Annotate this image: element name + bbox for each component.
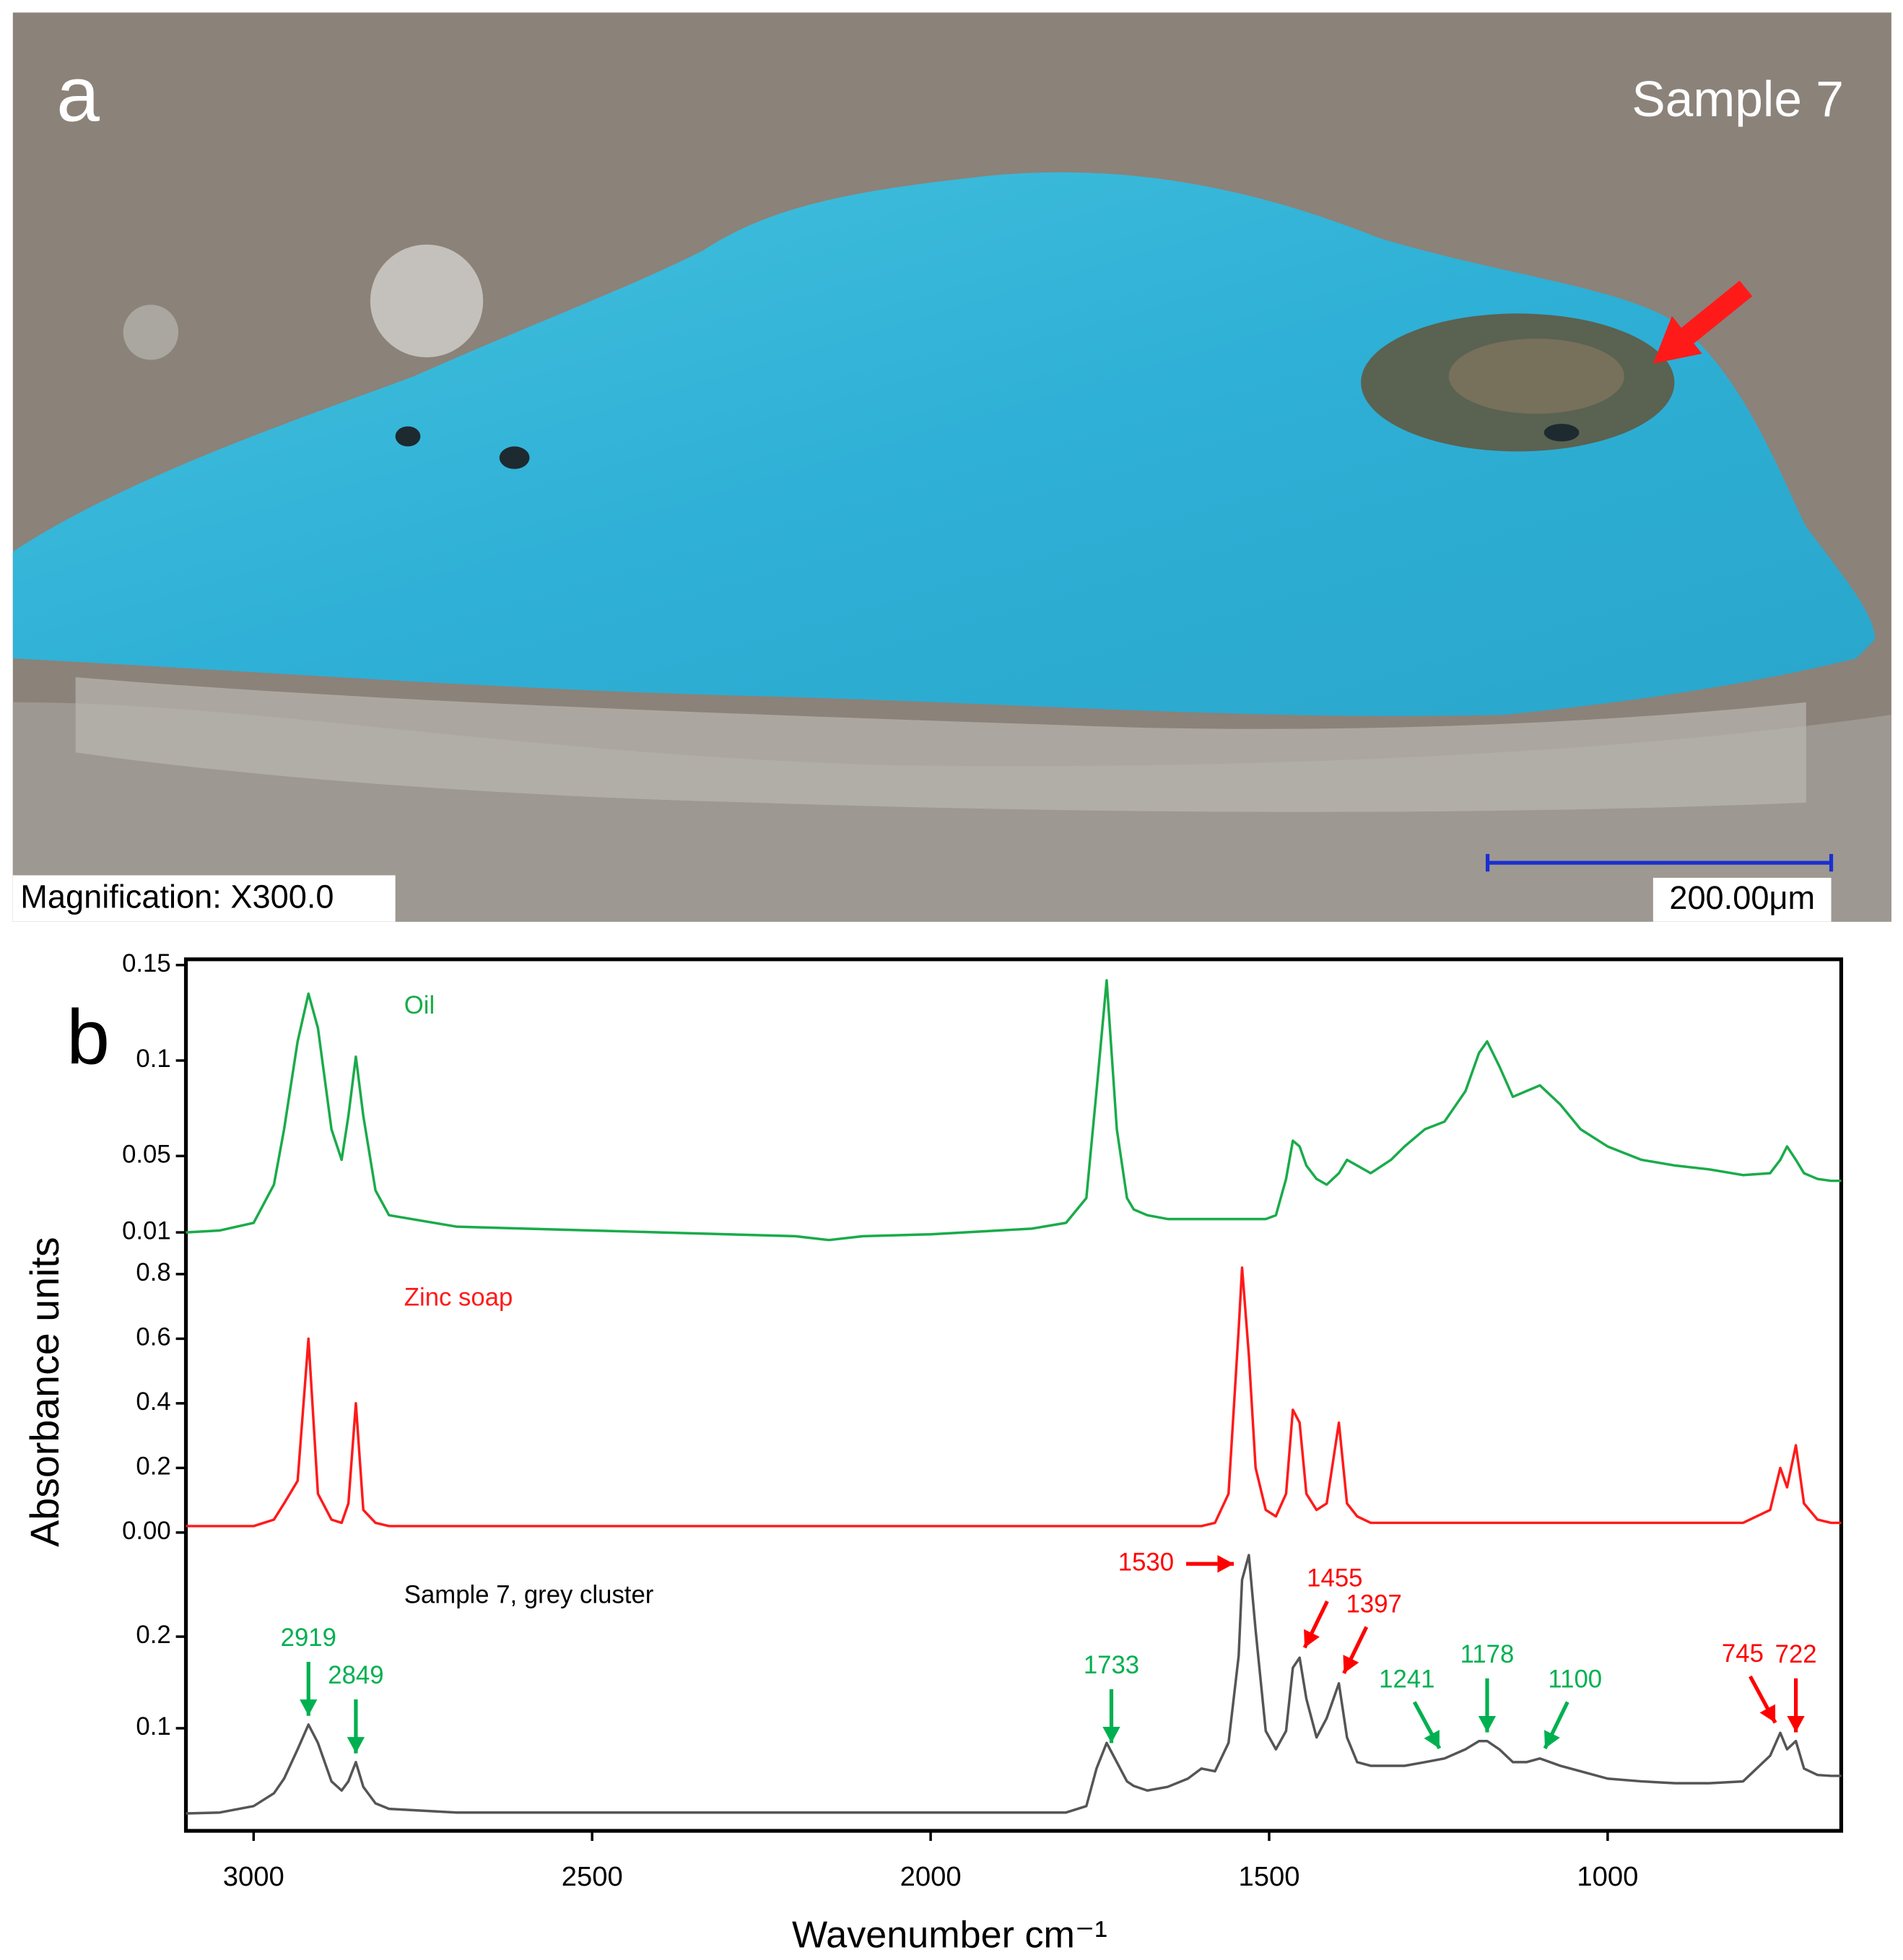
annotation-arrow-head (1102, 1726, 1120, 1743)
x-tick-label: 2000 (900, 1861, 962, 1892)
x-tick-label: 1500 (1238, 1861, 1299, 1892)
annotation-label: 722 (1775, 1641, 1817, 1668)
x-tick-label: 2500 (562, 1861, 623, 1892)
y-tick-label: 0.4 (136, 1388, 170, 1416)
y-tick-label: 0.01 (122, 1217, 171, 1245)
y-tick-label: 0.8 (136, 1259, 170, 1286)
particle (499, 446, 530, 469)
annotation-label: 2919 (281, 1624, 336, 1652)
series-label: Zinc soap (404, 1284, 513, 1312)
crystal-layer (75, 677, 1806, 812)
annotation-label: 1733 (1084, 1652, 1139, 1679)
bubble (370, 244, 484, 358)
series-label: Oil (404, 992, 435, 1019)
magnification-label: Magnification: X300.0 (20, 878, 334, 915)
magnification-box (12, 875, 396, 922)
annotation-arrow-head (1787, 1715, 1805, 1733)
scale-bar-label: 200.00μm (1669, 879, 1815, 916)
sample-label: Sample 7 (1632, 71, 1843, 127)
annotation-arrow-head (1544, 1730, 1560, 1748)
y-tick-label: 0.15 (122, 950, 171, 977)
x-tick-label: 1000 (1577, 1861, 1638, 1892)
annotation-label: 745 (1722, 1640, 1764, 1668)
x-axis-label: Wavenumber cm⁻¹ (792, 1914, 1107, 1956)
y-tick-label: 0.00 (122, 1517, 171, 1545)
panel-label: a (56, 51, 100, 137)
annotation-arrow-head (300, 1699, 318, 1716)
annotation-arrow-head (1304, 1629, 1320, 1648)
y-tick-label: 0.2 (136, 1621, 170, 1649)
particle (1543, 424, 1580, 442)
y-tick-label: 0.1 (136, 1713, 170, 1741)
annotation-arrow-head (1424, 1730, 1440, 1748)
panel-label: b (66, 994, 110, 1081)
annotation-label: 2849 (328, 1662, 383, 1689)
pointer-arrow-head (1652, 315, 1702, 364)
y-tick-label: 0.05 (122, 1141, 171, 1168)
x-tick-label: 3000 (223, 1861, 284, 1892)
annotation-label: 1241 (1379, 1665, 1434, 1693)
y-tick-label: 0.6 (136, 1324, 170, 1351)
spectrum-line (186, 1554, 1842, 1815)
bubble (123, 305, 179, 360)
plot-frame (183, 957, 1844, 1833)
micrograph: a Sample 7 Magnification: X300.0 200.00μ… (12, 12, 1891, 922)
annotation-label: 1100 (1548, 1665, 1602, 1693)
spectrum-line (186, 1266, 1842, 1528)
annotation-label: 1178 (1460, 1641, 1515, 1668)
particle (395, 426, 421, 447)
pointer-arrow (1681, 280, 1753, 344)
annotation-arrow-head (347, 1737, 365, 1754)
annotation-label: 1530 (1118, 1549, 1174, 1576)
series-label: Sample 7, grey cluster (404, 1581, 654, 1608)
y-tick-label: 0.1 (136, 1045, 170, 1073)
y-axis-label: Absorbance units (22, 1237, 67, 1546)
annotation-arrow-head (1217, 1555, 1234, 1573)
scale-bar-box (1652, 877, 1832, 922)
annotation-arrow-head (1759, 1704, 1776, 1723)
annotation-label: 1455 (1307, 1565, 1362, 1593)
annotation-arrow-head (1343, 1655, 1359, 1673)
annotation-label: 1397 (1346, 1590, 1402, 1618)
spectra-chart: b Wavenumber cm⁻¹ Absorbance units 3000 2… (22, 950, 1844, 1956)
paint-sample (12, 172, 1876, 716)
grey-cluster-core (1448, 339, 1624, 414)
y-tick-label: 0.2 (136, 1453, 170, 1481)
spectrum-line (186, 979, 1842, 1242)
annotation-arrow-head (1478, 1715, 1497, 1733)
